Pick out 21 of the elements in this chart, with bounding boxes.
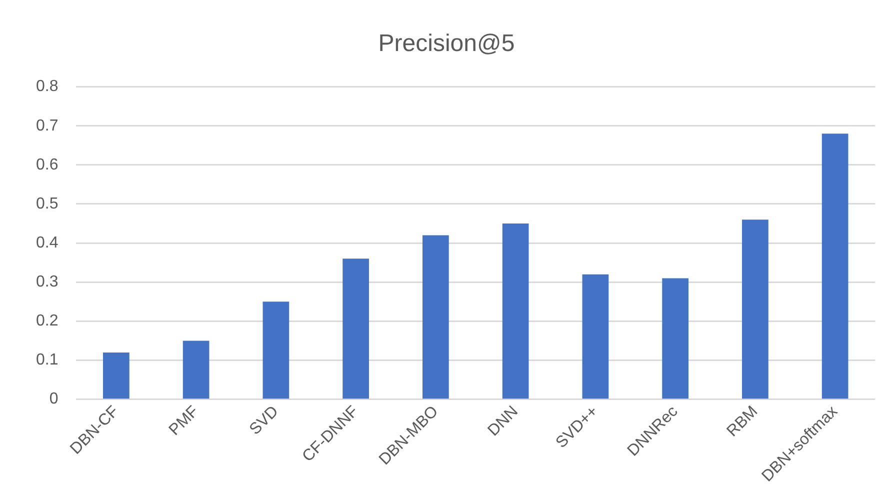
y-tick-label: 0.7: [36, 117, 58, 134]
bar: [262, 302, 290, 399]
y-tick-label: 0: [49, 390, 58, 408]
x-tick-label: SVD: [246, 403, 282, 438]
y-tick-label: 0.2: [36, 312, 58, 330]
bar: [342, 258, 369, 399]
bar: [422, 235, 449, 399]
y-tick-label: 0.1: [36, 352, 58, 369]
bar: [502, 224, 529, 399]
bar: [582, 274, 609, 399]
bar: [742, 220, 768, 399]
bar: [662, 278, 688, 399]
y-tick-label: 0.4: [36, 234, 58, 252]
y-tick-label: 0.3: [36, 274, 58, 291]
y-tick-label: 0.5: [36, 195, 58, 212]
bar: [103, 352, 130, 399]
y-tick-label: 0.8: [36, 78, 58, 96]
bar: [182, 340, 210, 399]
y-tick-label: 0.6: [36, 156, 58, 174]
chart-title: Precision@5: [378, 30, 515, 58]
bar: [822, 134, 848, 399]
